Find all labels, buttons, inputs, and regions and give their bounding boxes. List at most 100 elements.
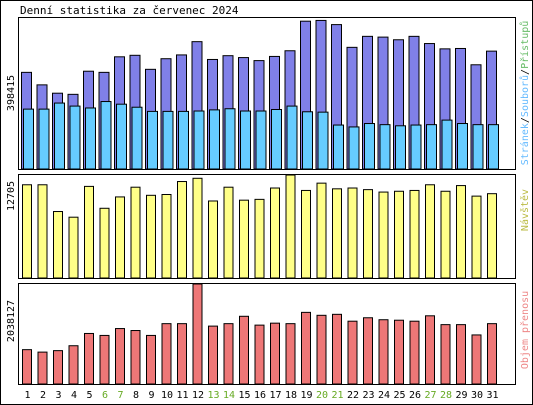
x-tick-label: 27 (424, 390, 436, 401)
x-tick-label: 8 (133, 390, 139, 401)
panel-bandwidth-frame (18, 283, 516, 385)
bandwidth-bar (285, 323, 296, 385)
x-tick-label: 24 (378, 390, 390, 401)
visits-bar (347, 187, 358, 279)
panel3-max-label: 2038127 (6, 300, 17, 342)
files-bar (162, 110, 174, 170)
bandwidth-bar (301, 311, 311, 385)
bandwidth-bar (378, 319, 389, 385)
panel2-max-label: 12705 (6, 181, 17, 211)
bandwidth-bar (192, 283, 203, 385)
files-bar (255, 110, 267, 170)
x-tick-label: 6 (102, 390, 108, 401)
legend-visits: Návštěv (519, 189, 531, 231)
visits-bar (99, 207, 110, 279)
files-bar (85, 107, 96, 170)
legend-pages: Stránek (519, 123, 531, 165)
bandwidth-bar (394, 319, 404, 385)
bandwidth-bar (130, 330, 141, 385)
x-tick-label: 20 (316, 390, 328, 401)
legend-sep1: / (520, 117, 531, 123)
panel-visits-frame (18, 174, 516, 279)
visits-bar (378, 191, 389, 279)
files-bar (69, 105, 81, 170)
bandwidth-bar (53, 350, 63, 385)
files-bar (286, 105, 298, 170)
x-tick-label: 15 (238, 390, 250, 401)
visits-bar (177, 181, 187, 279)
x-labels-layer: 1 2 3 4 5 6 7 8 9 10 11 12 13 14 15 16 17 18 19 20 21 22 23 24 2… (24, 390, 498, 401)
visits-bar (146, 194, 156, 279)
visits-bar (84, 185, 94, 279)
visits-bar (53, 211, 63, 279)
files-bar (395, 125, 406, 170)
files-bar (54, 102, 65, 170)
x-tick-label: 22 (347, 390, 359, 401)
x-tick-label: 14 (223, 390, 235, 401)
visits-bar (394, 190, 404, 279)
x-tick-label: 5 (86, 390, 92, 401)
x-tick-label: 21 (331, 390, 343, 401)
bandwidth-bar (487, 323, 497, 385)
visits-bar (22, 184, 32, 279)
files-bar (209, 109, 220, 170)
visits-bar (332, 188, 342, 279)
bandwidth-bar (99, 334, 110, 385)
bandwidth-bar (177, 323, 187, 385)
visits-bar (270, 187, 280, 279)
x-tick-label: 3 (55, 390, 61, 401)
bandwidth-bar (223, 323, 234, 385)
legend-hits-files-pages: Stránek/Souborů/Přístupů (519, 21, 531, 166)
visits-bar (68, 216, 79, 279)
files-bar (131, 106, 143, 170)
files-bar (23, 108, 34, 170)
x-tick-label: 13 (207, 390, 219, 401)
legend-files: Souborů (519, 75, 531, 117)
x-tick-label: 10 (161, 390, 173, 401)
files-bar (441, 119, 453, 170)
files-bar (178, 110, 189, 170)
bandwidth-bar (161, 323, 172, 385)
files-bar (488, 124, 499, 170)
files-bar (38, 108, 50, 170)
bandwidth-bar (270, 322, 280, 385)
visits-bar (161, 193, 172, 279)
x-tick-label: 31 (486, 390, 498, 401)
files-bar (457, 123, 468, 170)
x-tick-label: 9 (148, 390, 154, 401)
x-tick-label: 17 (269, 390, 281, 401)
x-tick-label: 4 (71, 390, 77, 401)
visits-bar (487, 193, 497, 279)
files-bar (100, 101, 112, 170)
legend-sep2: / (520, 69, 531, 75)
files-bar (240, 110, 251, 170)
bandwidth-bar (316, 314, 327, 385)
x-tick-label: 18 (285, 390, 297, 401)
x-tick-label: 25 (393, 390, 405, 401)
chart-title: Denní statistika za červenec 2024 (20, 4, 239, 17)
visits-bar (301, 189, 311, 279)
files-bar (379, 124, 391, 170)
bandwidth-bar (409, 320, 420, 385)
visits-bar (223, 186, 234, 279)
files-bar (116, 103, 127, 170)
panel1-max-label: 398415 (6, 75, 17, 111)
legend-hits: Přístupů (519, 21, 531, 69)
x-tick-label: 29 (455, 390, 467, 401)
bandwidth-bar (332, 313, 342, 385)
bandwidth-bar (456, 324, 466, 385)
x-tick-label: 7 (117, 390, 123, 401)
bars-layer (21, 19, 499, 385)
visits-bar (254, 198, 265, 279)
bandwidth-bar (115, 328, 125, 385)
bandwidth-bar (22, 349, 32, 385)
bandwidth-bar (146, 334, 156, 385)
x-tick-label: 23 (362, 390, 374, 401)
visits-bar (192, 177, 203, 279)
files-bar (348, 126, 360, 170)
x-tick-label: 16 (254, 390, 266, 401)
files-bar (410, 124, 422, 170)
x-tick-label: 2 (40, 390, 46, 401)
